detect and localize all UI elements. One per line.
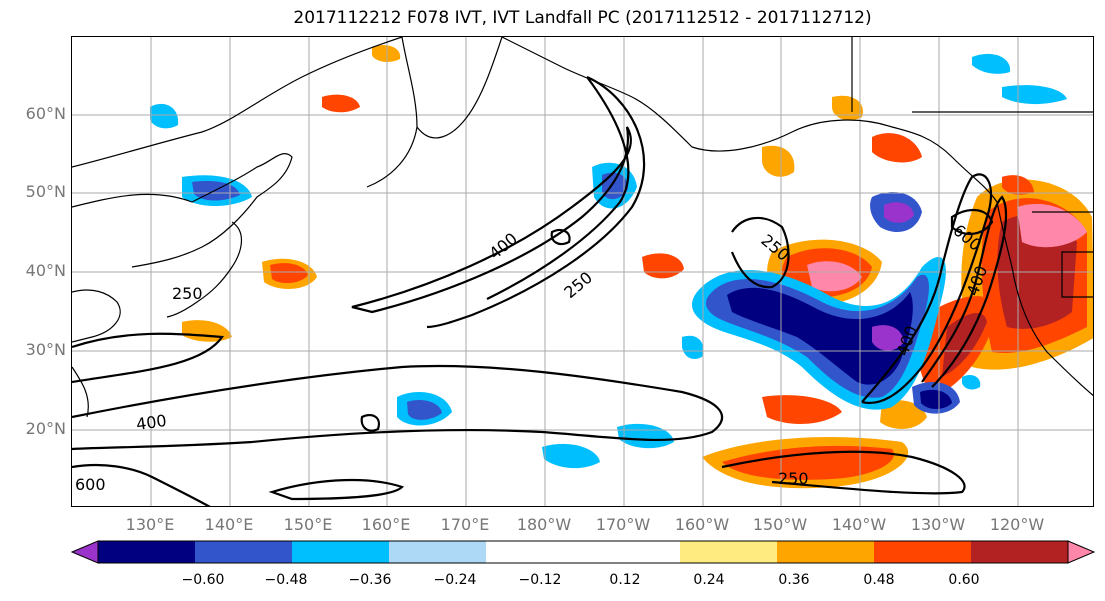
colorbar-tick: −0.48 <box>264 572 308 588</box>
lon-label-150e: 150°E <box>283 515 333 534</box>
lon-label-160e: 160°E <box>361 515 411 534</box>
lat-label-20n: 20°N <box>25 419 66 438</box>
lon-label-120w: 120°W <box>989 515 1045 534</box>
colorbar-segment <box>486 541 584 563</box>
lon-label-150w: 150°W <box>752 515 808 534</box>
colorbar-extend-low <box>71 540 99 564</box>
colorbar-tick: 0.12 <box>609 572 641 588</box>
colorbar-segment <box>971 541 1069 563</box>
lon-label-180w: 180°W <box>516 515 572 534</box>
graticule <box>72 37 1093 506</box>
positive-shading <box>182 45 1093 489</box>
lon-label-140w: 140°W <box>831 515 887 534</box>
colorbar-tick: −0.24 <box>433 572 477 588</box>
colorbar-segment <box>680 541 778 563</box>
colorbar-segment <box>874 541 972 563</box>
coastlines <box>72 37 1093 418</box>
contour-label: 250 <box>560 268 596 302</box>
colorbar-tick: −0.36 <box>348 572 392 588</box>
lon-label-140e: 140°E <box>204 515 254 534</box>
map-canvas: 250 400 250 400 250 600 400 400 600 250 … <box>72 37 1093 506</box>
colorbar-border <box>97 540 1069 564</box>
contour-label: 400 <box>135 411 168 434</box>
colorbar-tick: −0.60 <box>181 572 225 588</box>
lon-label-160w: 160°W <box>674 515 730 534</box>
contour-label: 600 <box>75 475 106 494</box>
lat-label-40n: 40°N <box>25 261 66 280</box>
colorbar-segment <box>583 541 681 563</box>
ivt-contours <box>72 75 1008 506</box>
lon-label-170e: 170°E <box>440 515 490 534</box>
colorbar-segment <box>389 541 487 563</box>
colorbar-tick: −0.12 <box>518 572 562 588</box>
colorbar-extend-high <box>1067 540 1095 564</box>
colorbar-segment <box>292 541 390 563</box>
map-title: 2017112212 F078 IVT, IVT Landfall PC (20… <box>293 8 872 28</box>
lon-label-130e: 130°E <box>125 515 175 534</box>
contour-label: 250 <box>778 469 809 488</box>
lat-label-60n: 60°N <box>25 104 66 123</box>
lon-label-130w: 130°W <box>910 515 966 534</box>
map-panel: 250 400 250 400 250 600 400 400 600 250 … <box>71 36 1094 507</box>
colorbar-tick: 0.24 <box>693 572 725 588</box>
contour-label: 250 <box>172 284 203 303</box>
lat-label-30n: 30°N <box>25 340 66 359</box>
colorbar-segment <box>98 541 196 563</box>
colorbar-tick: 0.60 <box>948 572 980 588</box>
colorbar-segment <box>195 541 293 563</box>
lon-label-170w: 170°W <box>595 515 651 534</box>
lat-label-50n: 50°N <box>25 182 66 201</box>
colorbar-tick: 0.36 <box>778 572 810 588</box>
colorbar-tick: 0.48 <box>863 572 895 588</box>
colorbar <box>71 540 1095 564</box>
colorbar-segment <box>777 541 875 563</box>
